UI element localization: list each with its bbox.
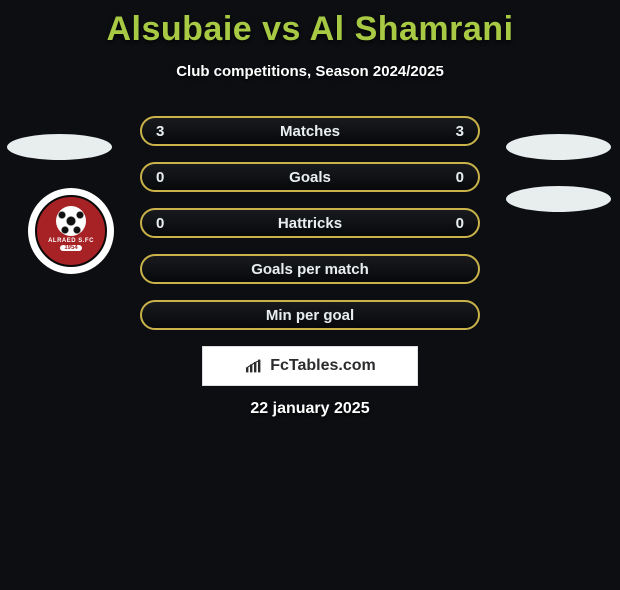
bar-chart-icon	[244, 358, 264, 374]
stat-row-hattricks: 0 Hattricks 0	[140, 208, 480, 238]
stat-right-value: 3	[444, 123, 464, 140]
stat-row-goals-per-match: Goals per match	[140, 254, 480, 284]
stat-left-value: 0	[156, 215, 176, 232]
stat-label: Matches	[142, 123, 478, 140]
stat-row-goals: 0 Goals 0	[140, 162, 480, 192]
comparison-card: Alsubaie vs Al Shamrani Club competition…	[0, 10, 620, 418]
player1-club-badge: ALRAED S.FC 1954	[28, 188, 114, 274]
club-name-text: ALRAED S.FC	[48, 238, 94, 244]
date-text: 22 january 2025	[0, 400, 620, 418]
subtitle: Club competitions, Season 2024/2025	[0, 63, 620, 80]
stat-left-value: 3	[156, 123, 176, 140]
stat-row-min-per-goal: Min per goal	[140, 300, 480, 330]
player1-photo-placeholder	[7, 134, 112, 160]
club-badge-inner: ALRAED S.FC 1954	[35, 195, 107, 267]
soccer-ball-icon	[56, 206, 86, 236]
stat-right-value: 0	[444, 215, 464, 232]
player2-club-placeholder	[506, 186, 611, 212]
stat-row-matches: 3 Matches 3	[140, 116, 480, 146]
brand-attribution[interactable]: FcTables.com	[202, 346, 418, 386]
club-year: 1954	[60, 245, 81, 251]
stat-label: Goals per match	[142, 261, 478, 278]
stats-rows: 3 Matches 3 0 Goals 0 0 Hattricks 0 Goal…	[140, 116, 480, 330]
player2-photo-placeholder	[506, 134, 611, 160]
stat-label: Min per goal	[142, 307, 478, 324]
stat-label: Goals	[142, 169, 478, 186]
brand-text: FcTables.com	[270, 357, 376, 375]
page-title: Alsubaie vs Al Shamrani	[0, 10, 620, 49]
stat-left-value: 0	[156, 169, 176, 186]
stat-label: Hattricks	[142, 215, 478, 232]
stat-right-value: 0	[444, 169, 464, 186]
